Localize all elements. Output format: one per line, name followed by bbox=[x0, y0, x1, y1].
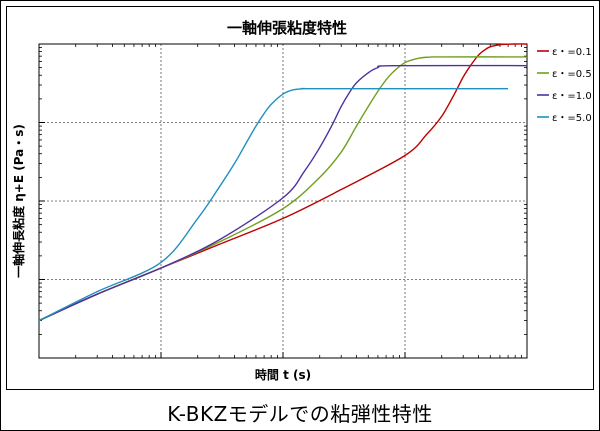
legend-label: ε・=0.5 bbox=[552, 69, 592, 80]
series-lines bbox=[38, 43, 528, 322]
legend: ε・=0.1 ε・=0.5 ε・=1.0 ε・=5.0 bbox=[537, 47, 592, 124]
y-axis-title: 一軸伸長粘度 η+E (Pa・s) bbox=[11, 124, 26, 278]
series-line bbox=[38, 56, 528, 322]
figure-caption: K-BKZモデルでの粘弾性特性 bbox=[167, 402, 433, 426]
legend-label: ε・=0.1 bbox=[552, 47, 592, 58]
series-line bbox=[38, 43, 528, 322]
plot-border bbox=[38, 43, 528, 359]
legend-label: ε・=5.0 bbox=[552, 113, 592, 124]
legend-label: ε・=1.0 bbox=[552, 91, 592, 102]
chart: 一軸伸張粘度特性 時間 t (s) 一軸伸長粘度 η+E (Pa・s) ε・=0… bbox=[11, 19, 592, 382]
series-line bbox=[38, 87, 509, 322]
x-axis-title: 時間 t (s) bbox=[255, 367, 311, 382]
series-line bbox=[38, 64, 528, 322]
grid bbox=[39, 44, 527, 358]
chart-frame: 一軸伸張粘度特性 時間 t (s) 一軸伸長粘度 η+E (Pa・s) ε・=0… bbox=[6, 6, 594, 390]
chart-title: 一軸伸張粘度特性 bbox=[227, 19, 347, 37]
